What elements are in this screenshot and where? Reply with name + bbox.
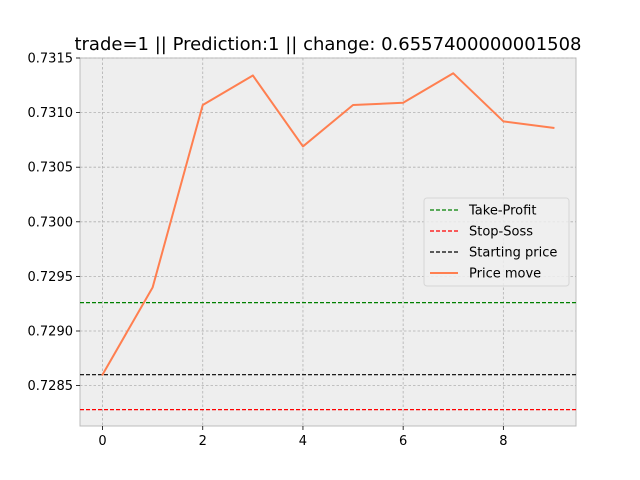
x-tick-label: 2 <box>199 434 207 449</box>
y-tick-label: 0.7295 <box>28 270 74 285</box>
y-tick-label: 0.7290 <box>28 324 74 339</box>
y-tick-label: 0.7305 <box>28 161 74 176</box>
axis-ticks: 0 2 4 6 8 0.7285 0.7290 0.7295 0.7300 0.7305 0.731… <box>28 52 508 450</box>
x-tick-label: 8 <box>499 434 507 449</box>
series-lines <box>101 72 555 377</box>
y-tick-label: 0.7300 <box>28 215 74 230</box>
legend-label: Starting price <box>469 246 557 261</box>
x-tick-label: 0 <box>98 434 106 449</box>
y-tick-label: 0.7285 <box>28 379 74 394</box>
legend-label: Stop-Soss <box>469 225 533 240</box>
legend: Take-Profit Stop-Soss Starting price Price … <box>423 197 570 287</box>
reference-lines <box>80 302 576 411</box>
grid-lines <box>80 57 576 426</box>
y-tick-label: 0.7315 <box>28 52 74 67</box>
legend-label: Price move <box>469 267 541 282</box>
legend-label: Take-Profit <box>468 204 536 219</box>
chart-title: trade=1 || Prediction:1 || change: 0.655… <box>74 34 581 55</box>
y-tick-label: 0.7310 <box>28 106 74 121</box>
series-line-price-move <box>101 72 555 377</box>
x-tick-label: 6 <box>399 434 407 449</box>
legend-box <box>423 197 570 287</box>
x-tick-label: 4 <box>299 434 307 449</box>
